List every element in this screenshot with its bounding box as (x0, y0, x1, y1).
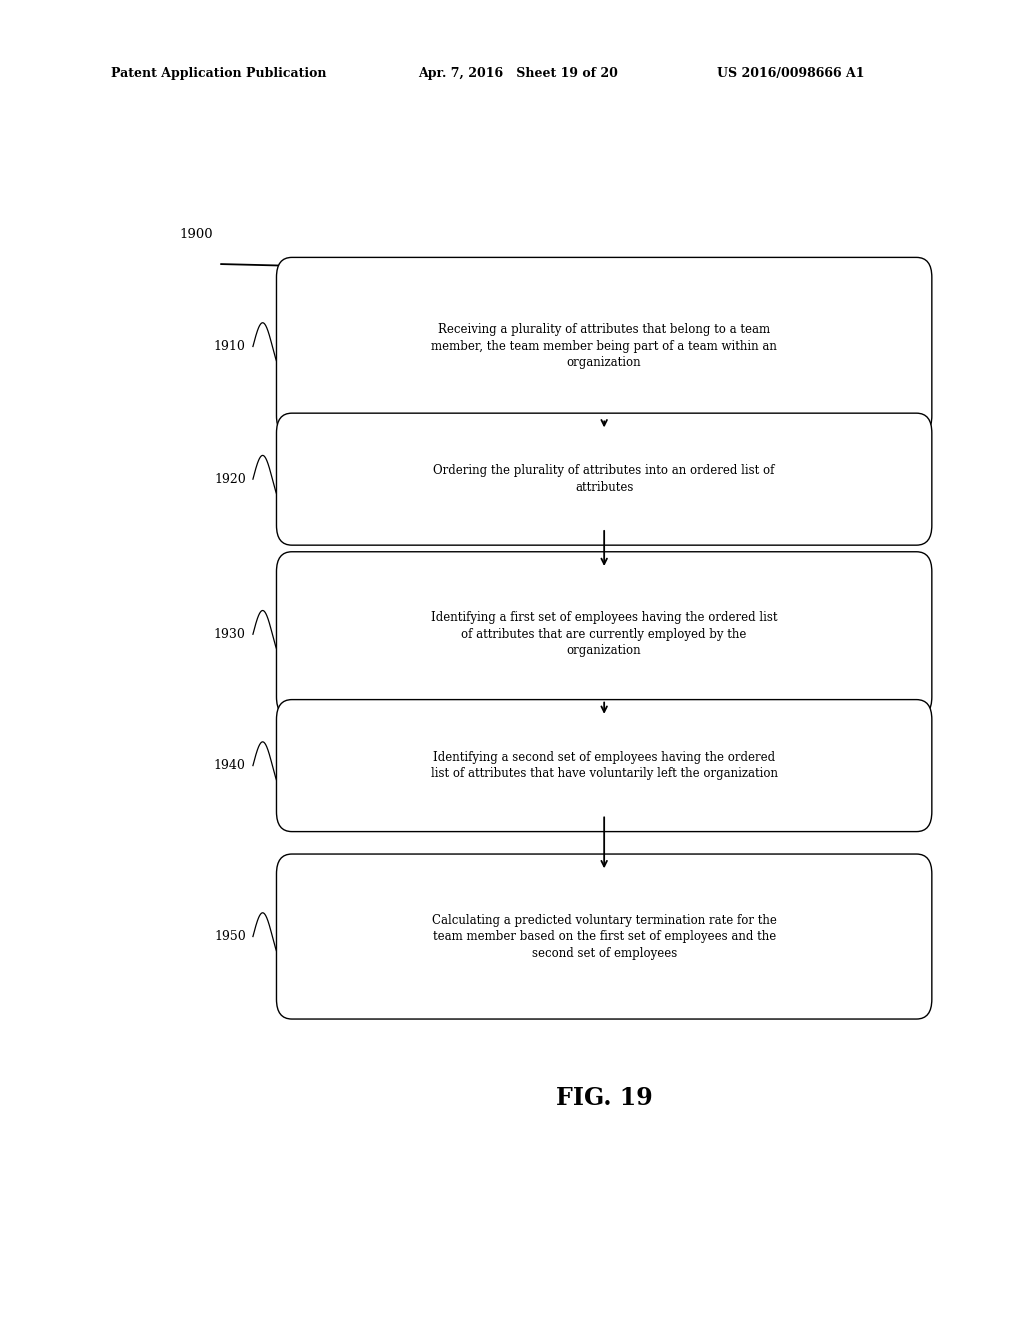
Text: Ordering the plurality of attributes into an ordered list of
attributes: Ordering the plurality of attributes int… (433, 465, 775, 494)
Text: Patent Application Publication: Patent Application Publication (111, 67, 326, 81)
Text: US 2016/0098666 A1: US 2016/0098666 A1 (717, 67, 864, 81)
Text: 1910: 1910 (214, 341, 246, 352)
Text: Receiving a plurality of attributes that belong to a team
member, the team membe: Receiving a plurality of attributes that… (431, 323, 777, 370)
FancyBboxPatch shape (276, 257, 932, 436)
Text: 1950: 1950 (214, 931, 246, 942)
Text: Apr. 7, 2016   Sheet 19 of 20: Apr. 7, 2016 Sheet 19 of 20 (418, 67, 617, 81)
FancyBboxPatch shape (276, 854, 932, 1019)
Text: 1920: 1920 (214, 473, 246, 486)
Text: Identifying a first set of employees having the ordered list
of attributes that : Identifying a first set of employees hav… (431, 611, 777, 657)
Text: Calculating a predicted voluntary termination rate for the
team member based on : Calculating a predicted voluntary termin… (432, 913, 776, 960)
FancyBboxPatch shape (276, 552, 932, 717)
FancyBboxPatch shape (276, 413, 932, 545)
Text: FIG. 19: FIG. 19 (556, 1086, 652, 1110)
Text: 1940: 1940 (214, 759, 246, 772)
Text: 1930: 1930 (214, 628, 246, 640)
Text: 1900: 1900 (179, 228, 213, 242)
FancyBboxPatch shape (276, 700, 932, 832)
Text: Identifying a second set of employees having the ordered
list of attributes that: Identifying a second set of employees ha… (431, 751, 777, 780)
